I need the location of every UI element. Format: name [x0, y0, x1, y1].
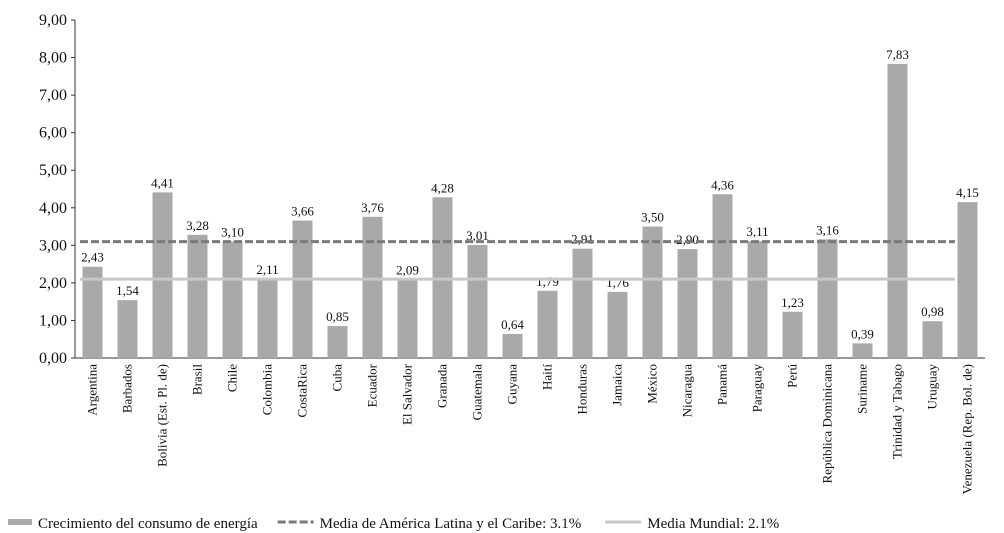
bar — [712, 194, 733, 358]
bar — [677, 249, 698, 358]
x-tick-label: Cuba — [330, 364, 345, 392]
bar — [292, 220, 313, 358]
data-label: 0,85 — [326, 309, 349, 324]
x-tick-label: Suriname — [855, 364, 870, 414]
y-tick-label: 4,00 — [39, 200, 67, 217]
data-label: 3,28 — [186, 218, 209, 233]
bar — [572, 248, 593, 358]
x-tick-label: El Salvador — [400, 363, 415, 425]
data-label: 4,28 — [431, 180, 454, 195]
x-tick-label: CostaRica — [295, 364, 310, 418]
data-label: 0,98 — [921, 304, 944, 319]
bar — [887, 63, 908, 358]
data-label: 1,23 — [781, 295, 804, 310]
x-tick-label: Venezuela (Rep. Bol. de) — [960, 364, 975, 494]
x-tick-label: Haití — [540, 364, 555, 390]
y-tick-label: 2,00 — [39, 275, 67, 292]
x-tick-label: Uruguay — [925, 364, 940, 410]
x-tick-label: Brasil — [190, 364, 205, 395]
y-tick-label: 5,00 — [39, 162, 67, 179]
data-label: 1,54 — [116, 283, 139, 298]
data-label: 3,66 — [291, 204, 314, 219]
x-tick-label: Nicaragua — [680, 364, 695, 418]
bar — [432, 197, 453, 358]
bar — [922, 321, 943, 358]
x-tick-label: Guatemala — [470, 364, 485, 421]
x-tick-label: Argentina — [85, 364, 100, 416]
x-tick-label: Paraguay — [750, 364, 765, 413]
data-label: 1,79 — [536, 274, 559, 289]
data-label: 0,64 — [501, 317, 524, 332]
data-label: 2,90 — [676, 232, 699, 247]
bar — [152, 192, 173, 358]
data-label: 2,09 — [396, 263, 419, 278]
data-label: 3,11 — [746, 224, 768, 239]
x-tick-label: Chile — [225, 364, 240, 392]
legend-label: Media de América Latina y el Caribe: 3.1… — [320, 516, 582, 532]
x-tick-label: Barbados — [120, 364, 135, 413]
y-tick-label: 0,00 — [39, 350, 67, 367]
data-label: 2,43 — [81, 250, 104, 265]
legend-label: Media Mundial: 2.1% — [647, 516, 779, 532]
x-tick-label: Ecuador — [365, 363, 380, 407]
data-label: 4,36 — [711, 177, 734, 192]
x-tick-label: Panamá — [715, 364, 730, 405]
data-label: 4,41 — [151, 175, 174, 190]
x-tick-label: Guyana — [505, 364, 520, 405]
x-tick-label: Bolivia (Est. Pl. de) — [155, 364, 170, 467]
y-tick-label: 6,00 — [39, 125, 67, 142]
bar — [817, 239, 838, 358]
bar — [642, 226, 663, 358]
bar — [397, 279, 418, 358]
x-tick-label: Granada — [435, 364, 450, 408]
bar — [607, 291, 628, 358]
x-tick-label: Perú — [785, 364, 800, 388]
bar — [222, 241, 243, 358]
bar — [537, 290, 558, 358]
y-tick-label: 7,00 — [39, 87, 67, 104]
x-tick-label: Trinidad y Tabago — [890, 364, 905, 459]
data-label: 3,10 — [221, 225, 244, 240]
data-label: 3,50 — [641, 210, 664, 225]
data-label: 3,76 — [361, 200, 384, 215]
x-tick-label: México — [645, 364, 660, 404]
y-tick-label: 9,00 — [39, 12, 67, 29]
data-label: 3,01 — [466, 228, 489, 243]
bar — [747, 241, 768, 358]
bar — [502, 333, 523, 358]
bar — [117, 300, 138, 358]
y-tick-label: 1,00 — [39, 312, 67, 329]
bar — [467, 244, 488, 358]
data-label: 1,76 — [606, 275, 629, 290]
data-label: 0,39 — [851, 326, 874, 341]
x-tick-label: Honduras — [575, 364, 590, 415]
bar — [957, 202, 978, 358]
bar — [362, 216, 383, 358]
y-tick-label: 8,00 — [39, 50, 67, 67]
data-label: 4,15 — [956, 185, 979, 200]
bar — [257, 278, 278, 358]
data-label: 2,11 — [256, 262, 278, 277]
x-tick-label: Colombia — [260, 364, 275, 416]
data-label: 7,83 — [886, 47, 909, 62]
y-tick-label: 3,00 — [39, 237, 67, 254]
bar — [327, 326, 348, 358]
legend-label: Crecimiento del consumo de energía — [38, 516, 258, 532]
bar — [852, 343, 873, 358]
bar — [82, 266, 103, 358]
legend-swatch — [8, 519, 32, 525]
bar — [782, 311, 803, 358]
data-label: 2,91 — [571, 232, 594, 247]
x-tick-label: República Dominicana — [820, 364, 835, 484]
bar — [187, 234, 208, 358]
data-label: 3,16 — [816, 222, 839, 237]
x-tick-label: Jamaica — [610, 364, 625, 406]
